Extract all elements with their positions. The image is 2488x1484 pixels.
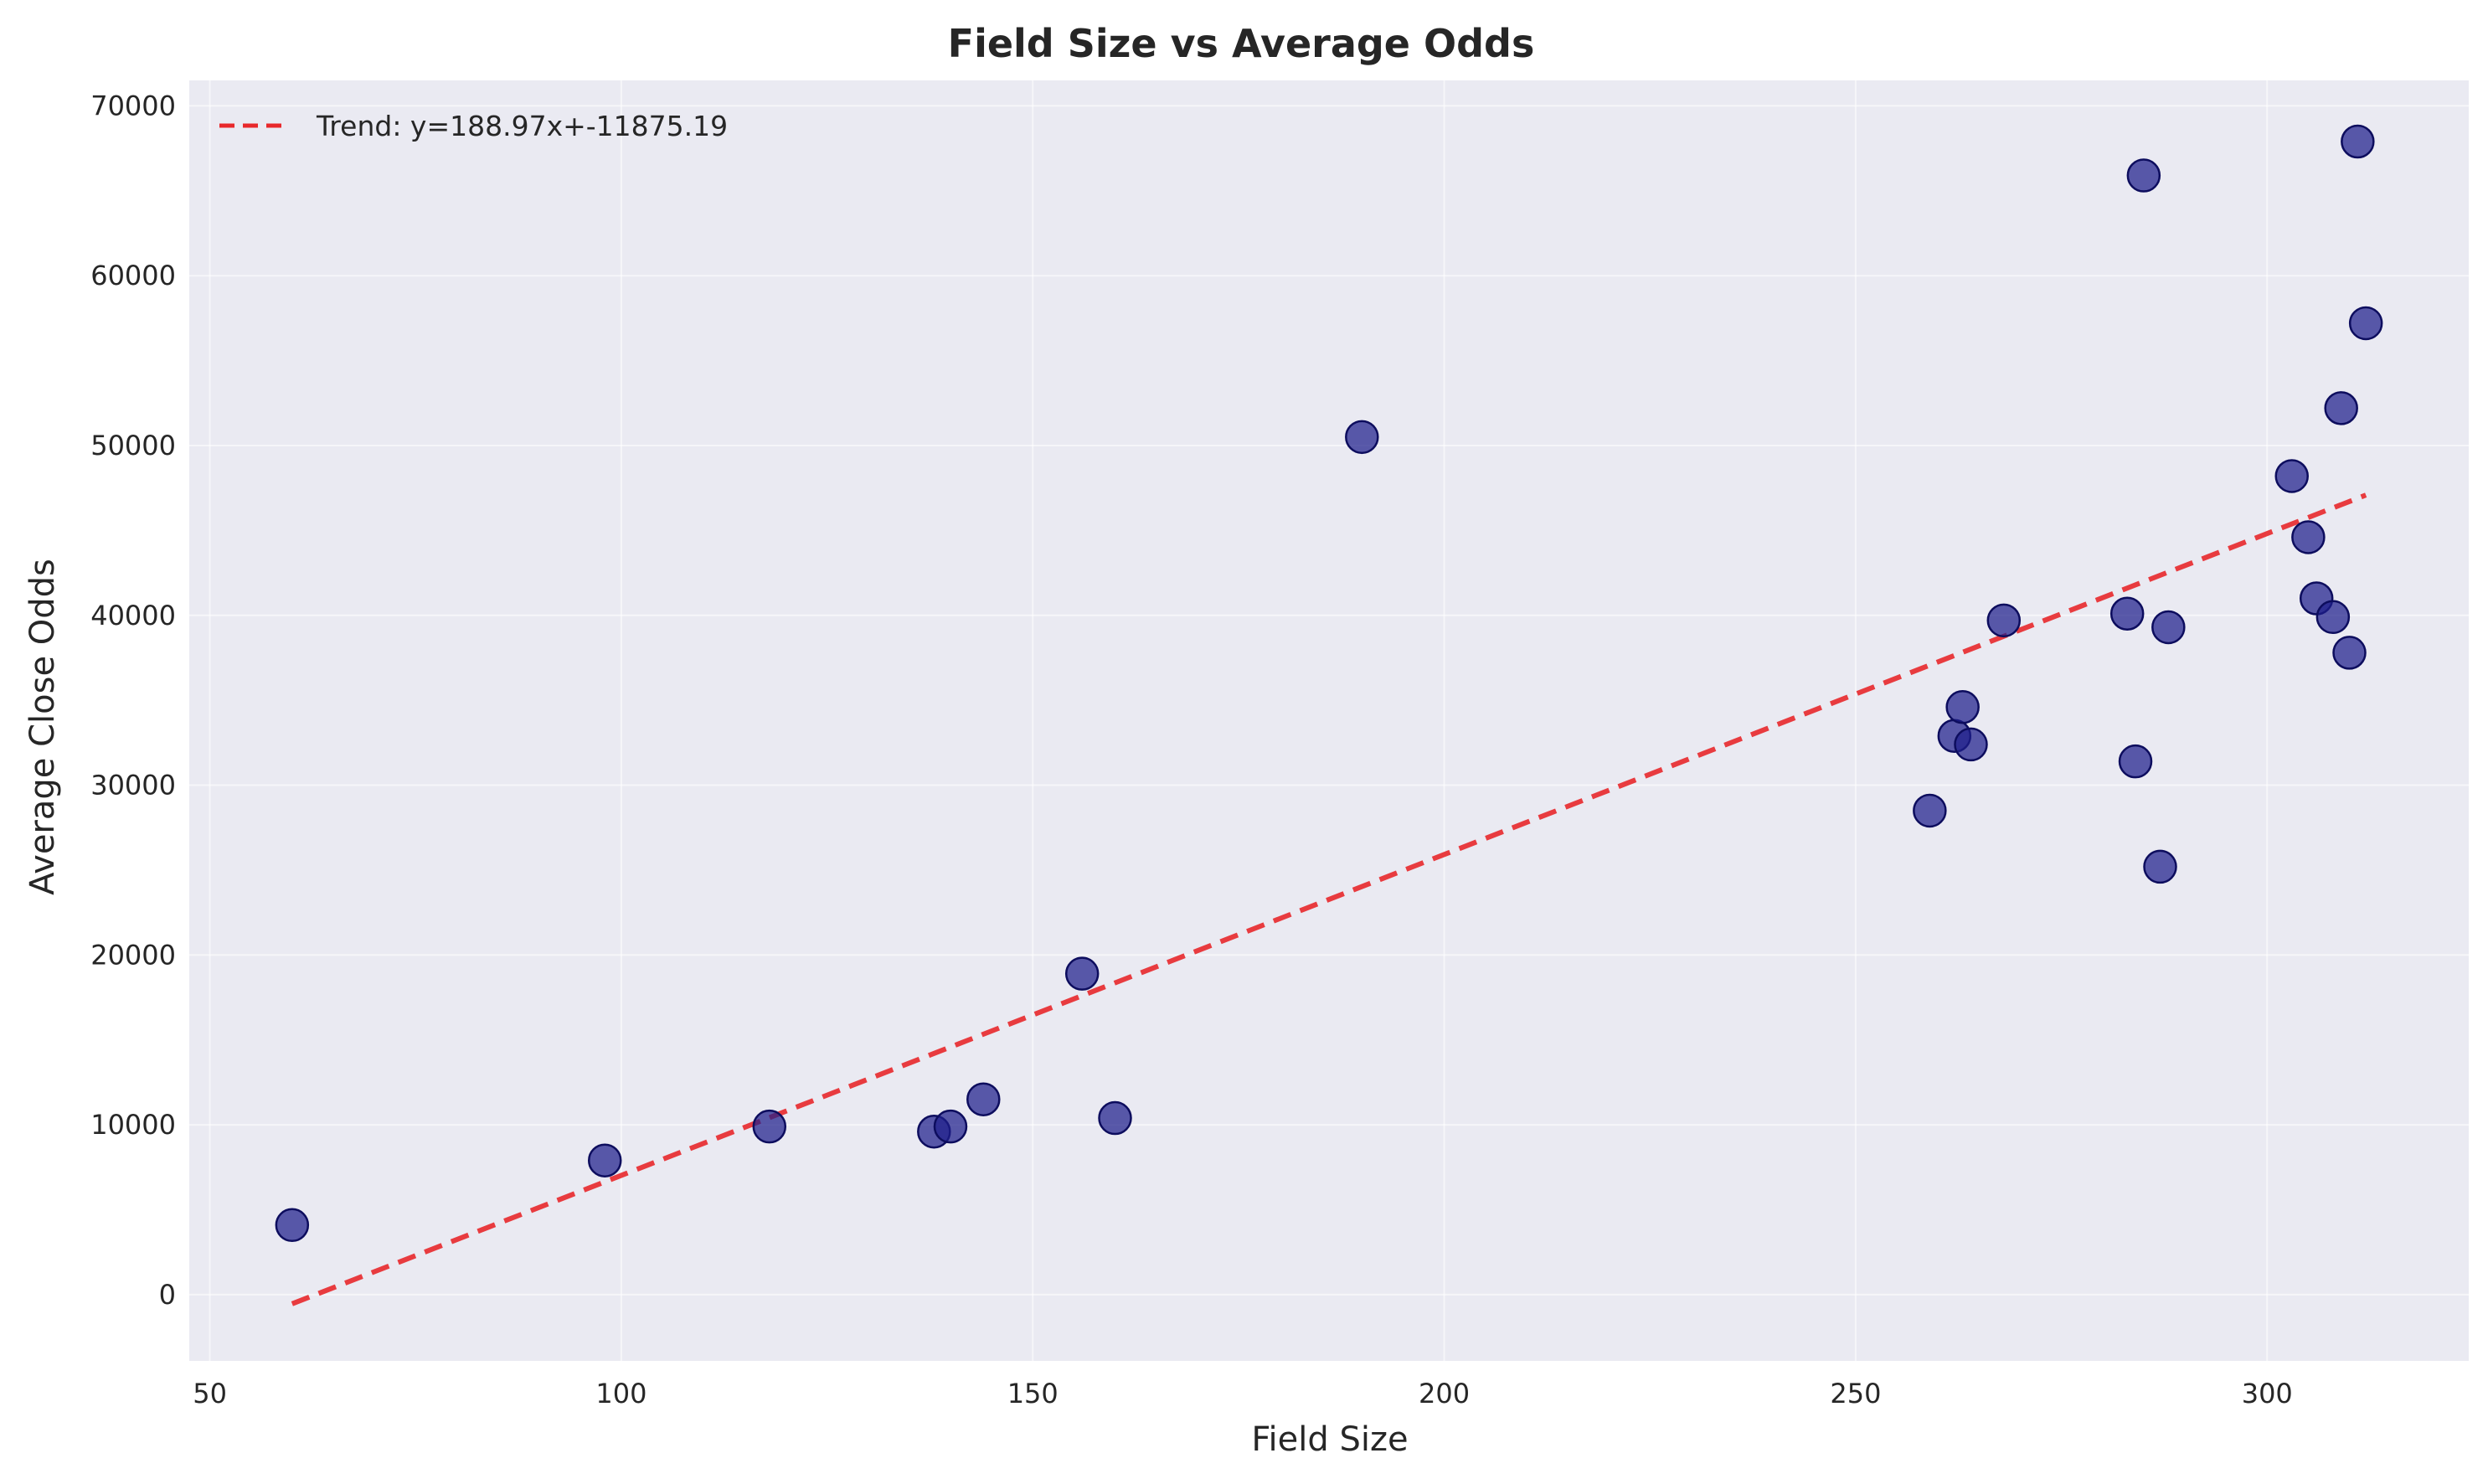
legend-trend-label: Trend: y=188.97x+-11875.19 (316, 110, 728, 142)
y-tick-label: 70000 (90, 90, 176, 121)
scatter-point (2109, 596, 2145, 631)
scatter-point (1986, 603, 2022, 638)
x-tick-label: 150 (1007, 1378, 1059, 1409)
trend-line (291, 492, 2367, 1306)
scatter-point (1064, 956, 1100, 991)
scatter-point (1098, 1100, 1132, 1136)
legend: Trend: y=188.97x+-11875.19 (219, 110, 728, 142)
scatter-point (2341, 124, 2375, 159)
tick-labels: 50 100 150 200 250 300 0 10000 20000 30000 40000 50… (90, 90, 2293, 1409)
scatter-point (2332, 636, 2367, 670)
x-tick-label: 50 (193, 1378, 227, 1409)
y-tick-label: 0 (159, 1279, 176, 1311)
y-tick-label: 50000 (90, 430, 176, 461)
scatter-point (2274, 459, 2309, 493)
x-tick-label: 250 (1830, 1378, 1881, 1409)
y-tick-label: 40000 (90, 600, 176, 631)
trend-line-layer (291, 492, 2367, 1306)
scatter-point (1345, 420, 1379, 455)
grid (189, 80, 2469, 1361)
scatter-point (2126, 158, 2161, 193)
scatter-point (2291, 520, 2326, 554)
scatter-point (1954, 727, 1988, 762)
plot-area (189, 80, 2469, 1361)
data-points (275, 124, 2383, 1243)
scatter-point (1913, 793, 1947, 828)
x-tick-label: 200 (1419, 1378, 1470, 1409)
scatter-point (2143, 849, 2177, 884)
scatter-point (275, 1208, 310, 1243)
scatter-point (933, 1109, 968, 1144)
y-tick-label: 20000 (90, 939, 176, 971)
scatter-point (1945, 690, 1980, 724)
y-tick-label: 10000 (90, 1109, 176, 1141)
scatter-point (752, 1109, 787, 1144)
scatter-point (966, 1082, 1001, 1116)
x-tick-label: 300 (2242, 1378, 2293, 1409)
x-axis-label: Field Size (1251, 1420, 1408, 1459)
scatter-point (2324, 391, 2358, 425)
y-tick-label: 30000 (90, 770, 176, 801)
scatter-point (2348, 306, 2383, 341)
scatter-point (2315, 600, 2351, 635)
y-tick-label: 60000 (90, 260, 176, 291)
x-tick-label: 100 (595, 1378, 646, 1409)
scatter-point (2118, 744, 2153, 779)
y-axis-label: Average Close Odds (23, 559, 62, 895)
scatter-point (2151, 610, 2186, 645)
chart-title: Field Size vs Average Odds (948, 21, 1535, 66)
scatter-point (587, 1143, 622, 1177)
